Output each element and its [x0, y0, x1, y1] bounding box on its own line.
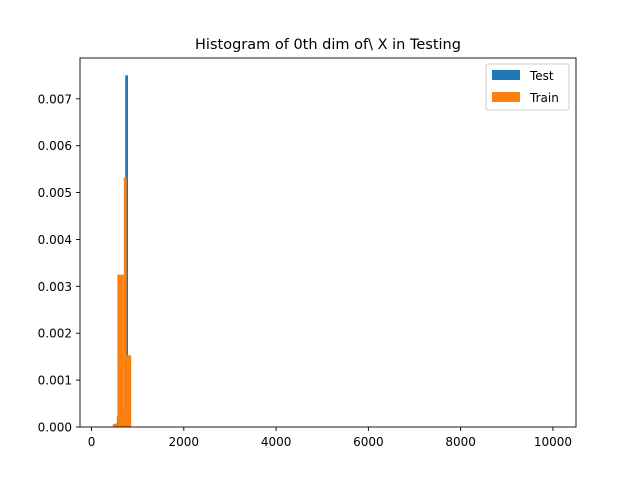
bars-layer — [111, 75, 132, 427]
y-tick-label-5: 0.005 — [38, 186, 72, 200]
histogram-bar-train-2 — [123, 177, 127, 427]
y-tick-label-3: 0.003 — [38, 280, 72, 294]
plot-frame — [79, 57, 577, 428]
y-tick-label-4: 0.004 — [38, 233, 72, 247]
y-tick-label-7: 0.007 — [38, 92, 72, 106]
y-tick-label-6: 0.006 — [38, 139, 72, 153]
y-tick-label-0: 0.000 — [38, 421, 72, 435]
x-tick-label-5: 10000 — [534, 435, 572, 449]
legend: Test Train — [485, 63, 570, 111]
legend-label-train: Train — [529, 91, 559, 105]
axes-layer: 0 2000 4000 6000 8000 10000 0.000 0.001 0.002 0.0… — [38, 57, 577, 449]
histogram-bar-test-5 — [125, 75, 128, 427]
x-tick-label-3: 6000 — [353, 435, 384, 449]
x-tick-label-1: 2000 — [169, 435, 200, 449]
y-tick-label-1: 0.001 — [38, 374, 72, 388]
legend-swatch-test — [492, 70, 520, 80]
x-tick-label-0: 0 — [88, 435, 96, 449]
legend-label-test: Test — [529, 69, 554, 83]
x-tick-label-4: 8000 — [445, 435, 476, 449]
chart-title: Histogram of 0th dim of\ X in Testing — [195, 37, 461, 53]
y-tick-label-2: 0.002 — [38, 327, 72, 341]
histogram-bar-train-1 — [117, 274, 124, 427]
histogram-bar-train-3 — [126, 355, 132, 427]
legend-swatch-train — [492, 92, 520, 102]
x-tick-label-2: 4000 — [261, 435, 292, 449]
histogram-bar-train-0 — [112, 424, 118, 427]
